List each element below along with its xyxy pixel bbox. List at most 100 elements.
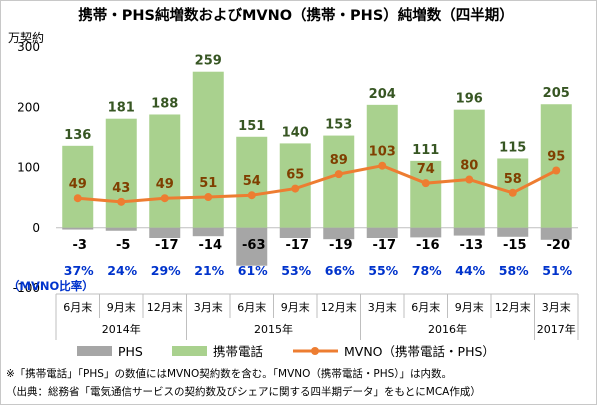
mvno-value-label: 43 [112, 181, 130, 196]
mvno-ratio-label: 78% [412, 263, 442, 278]
mvno-ratio-label: 55% [368, 263, 398, 278]
x-tick-label: 3月末 [194, 300, 223, 314]
mvno-ratio-label: 29% [151, 263, 181, 278]
phs-bar [453, 227, 485, 236]
phs-bar [105, 227, 137, 231]
phs-value-label: -19 [329, 238, 353, 253]
phs-value-label: -15 [503, 238, 527, 253]
mvno-point [73, 194, 82, 203]
phs-value-label: -17 [286, 238, 310, 253]
y-tick-label: 300 [17, 40, 40, 54]
x-axis: 6月末 9月末 12月末 3月末 6月末 9月末 12月末 3月末 6月末 9月末 12月末 3月末 2… [55, 293, 579, 340]
mvno-ratio-label: 58% [499, 263, 529, 278]
year-label: 2017年 [537, 322, 576, 336]
x-tick-label: 9月末 [455, 300, 484, 314]
mvno-point [247, 191, 256, 200]
mvno-value-label: 89 [330, 153, 348, 168]
mobile-bar [149, 114, 181, 228]
phs-value-label: -3 [73, 238, 87, 253]
mobile-bar [453, 109, 485, 228]
mobile-value-label: 151 [238, 119, 265, 134]
y-axis-label: 万契約 [8, 30, 44, 45]
mvno-value-label: 103 [369, 145, 396, 160]
mvno-value-label: 80 [460, 159, 478, 174]
mvno-point [465, 175, 474, 184]
axes: 300 200 100 0 -100 [13, 40, 578, 295]
y-tick-label: -100 [13, 281, 40, 295]
phs-bar [323, 227, 355, 240]
mvno-value-label: 58 [504, 172, 522, 187]
x-tick-label: 12月末 [495, 300, 531, 314]
mvno-point [160, 194, 169, 203]
mobile-bar [192, 71, 224, 228]
phs-bar [279, 227, 311, 238]
phs-bar [540, 227, 572, 240]
mvno-point [291, 184, 300, 193]
mobile-value-label: 140 [282, 125, 309, 140]
mobile-value-label: 204 [369, 87, 396, 102]
mobile-value-label: 181 [108, 101, 135, 116]
phs-bar [149, 227, 181, 238]
bars [62, 71, 572, 266]
legend-phs-swatch [77, 346, 112, 356]
mvno-value-label: 49 [69, 177, 87, 192]
phs-value-label: -5 [116, 238, 130, 253]
mvno-point [117, 197, 126, 206]
mvno-point [508, 188, 517, 197]
mvno-ratio-label: 66% [325, 263, 355, 278]
phs-value-label: -17 [155, 238, 179, 253]
mvno-point [334, 170, 343, 179]
phs-value-label: -63 [242, 238, 266, 253]
mvno-ratio-label: 21% [194, 263, 224, 278]
mobile-value-label: 136 [64, 128, 91, 143]
mvno-ratio-caption: （MVNO比率） [8, 279, 94, 293]
phs-bar [236, 227, 268, 266]
mvno-ratio-label: 51% [542, 263, 572, 278]
year-label: 2014年 [102, 322, 141, 336]
footnote-1: ※「携帯電話」「PHS」の数値にはMVNO契約数を含む。「MVNO（携帯電話・P… [6, 368, 453, 380]
mvno-point [378, 161, 387, 170]
year-label: 2016年 [428, 322, 467, 336]
mobile-value-label: 259 [195, 54, 222, 69]
mvno-ratio-label: 44% [455, 263, 485, 278]
mvno-value-label: 51 [199, 176, 217, 191]
mobile-bar [410, 160, 442, 228]
phs-bar [366, 227, 398, 238]
chart-title: 携帯・PHS純増数およびMVNO（携帯・PHS）純増数（四半期） [78, 6, 514, 24]
mobile-bar [62, 145, 94, 228]
x-tick-label: 6月末 [63, 300, 92, 314]
legend-mobile-swatch [172, 346, 207, 356]
mvno-point [204, 193, 213, 202]
legend: PHS 携帯電話 MVNO（携帯電話・PHS） [77, 344, 495, 359]
x-tick-label: 6月末 [411, 300, 440, 314]
x-tick-label: 9月末 [107, 300, 136, 314]
mvno-ratio-label: 61% [238, 263, 268, 278]
mvno-value-label: 74 [417, 162, 435, 177]
mobile-bar [236, 136, 268, 228]
data-labels: 136 49 -3 37% 181 43 -5 24% 188 49 -17 29% 259 51 -14 2… [8, 54, 573, 293]
mobile-value-label: 205 [543, 86, 570, 101]
mobile-value-label: 153 [325, 118, 352, 133]
phs-value-label: -16 [416, 238, 440, 253]
legend-mobile-label: 携帯電話 [213, 344, 263, 359]
phs-bar [410, 227, 442, 238]
mobile-bar [540, 104, 572, 228]
legend-phs-label: PHS [118, 344, 143, 359]
phs-value-label: -14 [199, 238, 223, 253]
legend-mvno-marker [311, 347, 319, 355]
mobile-value-label: 111 [412, 143, 439, 158]
mobile-value-label: 196 [456, 92, 483, 107]
x-tick-label: 3月末 [542, 300, 571, 314]
year-label: 2015年 [254, 322, 293, 336]
x-tick-label: 12月末 [147, 300, 183, 314]
legend-mvno-label: MVNO（携帯電話・PHS） [344, 344, 495, 359]
phs-bar [497, 227, 529, 237]
mobile-bar [323, 135, 355, 228]
mvno-point [421, 179, 430, 188]
y-tick-label: 0 [32, 221, 40, 235]
mvno-line-path [77, 164, 557, 204]
mobile-value-label: 115 [499, 140, 526, 155]
mvno-point [552, 166, 561, 175]
y-tick-label: 100 [17, 161, 40, 175]
